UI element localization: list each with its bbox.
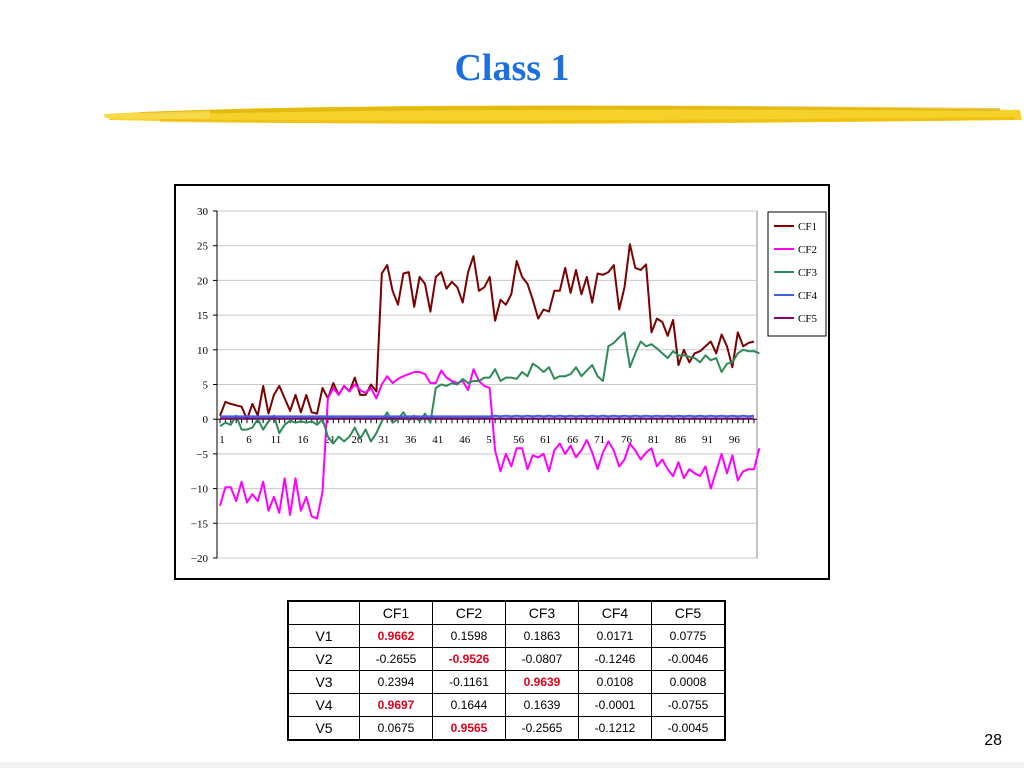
table-cell-highlighted: 0.9639 xyxy=(505,670,579,694)
legend-label: CF3 xyxy=(798,267,817,279)
y-tick-label: 25 xyxy=(197,241,209,253)
table-cell: -0.0046 xyxy=(651,647,726,671)
column-header: CF5 xyxy=(651,600,726,625)
table-row: V4 0.9697 0.1644 0.1639 -0.0001 -0.0755 xyxy=(287,693,726,717)
footer-bar xyxy=(0,762,1024,768)
column-header: CF3 xyxy=(505,600,579,625)
row-header: V1 xyxy=(287,624,360,648)
table-cell: 0.0008 xyxy=(651,670,726,694)
y-tick-label: 10 xyxy=(197,345,209,357)
x-tick-label: 66 xyxy=(567,434,579,446)
highlighter-brush-decoration xyxy=(104,105,1022,124)
legend-label: CF4 xyxy=(798,290,817,302)
y-tick-label: 5 xyxy=(203,380,209,392)
table-cell: -0.2655 xyxy=(359,647,433,671)
x-tick-label: 96 xyxy=(729,434,741,446)
table-cell: -0.1212 xyxy=(578,716,652,741)
y-tick-label: −20 xyxy=(191,553,209,565)
table-row: V1 0.9662 0.1598 0.1863 0.0171 0.0775 xyxy=(287,624,726,648)
table-cell: 0.1863 xyxy=(505,624,579,648)
legend-label: CF2 xyxy=(798,244,817,256)
table-cell: 0.1644 xyxy=(432,693,506,717)
table-cell: -0.0755 xyxy=(651,693,726,717)
table-cell: -0.0045 xyxy=(651,716,726,741)
x-tick-label: 16 xyxy=(297,434,309,446)
table-cell: -0.1161 xyxy=(432,670,506,694)
column-header: CF2 xyxy=(432,600,506,625)
table-cell: -0.2565 xyxy=(505,716,579,741)
table-cell-highlighted: 0.9565 xyxy=(432,716,506,741)
y-tick-label: −5 xyxy=(196,449,208,461)
x-tick-label: 56 xyxy=(513,434,525,446)
x-tick-label: 11 xyxy=(271,434,282,446)
x-tick-label: 1 xyxy=(219,434,225,446)
x-tick-label: 91 xyxy=(702,434,713,446)
table-row: V2 -0.2655 -0.9526 -0.0807 -0.1246 -0.00… xyxy=(287,647,726,671)
series-line-cf4 xyxy=(220,414,755,418)
x-tick-label: 76 xyxy=(621,434,633,446)
x-tick-label: 51 xyxy=(486,434,497,446)
series-line-cf2 xyxy=(219,368,761,520)
row-header: V3 xyxy=(287,670,360,694)
y-tick-label: 20 xyxy=(197,275,209,287)
table-row: V5 0.0675 0.9565 -0.2565 -0.1212 -0.0045 xyxy=(287,716,726,741)
row-header: V5 xyxy=(287,716,360,741)
table-cell: -0.1246 xyxy=(578,647,652,671)
page-number: 28 xyxy=(984,732,1002,749)
chart-frame: 30 25 20 15 10 5 0 −5 −10 −15 −20 1 6 11 16 21 26 31 36 41 4… xyxy=(174,184,830,580)
table-cell: 0.0171 xyxy=(578,624,652,648)
column-header: CF1 xyxy=(359,600,433,625)
legend-label: CF1 xyxy=(798,221,817,233)
table-cell: 0.0775 xyxy=(651,624,726,648)
series-line-cf3 xyxy=(219,331,760,445)
row-header: V4 xyxy=(287,693,360,717)
x-tick-label: 41 xyxy=(432,434,443,446)
table-cell: 0.2394 xyxy=(359,670,433,694)
x-tick-label: 46 xyxy=(459,434,471,446)
y-tick-label: 15 xyxy=(197,310,209,322)
table-cell: 0.1639 xyxy=(505,693,579,717)
x-tick-label: 6 xyxy=(246,434,252,446)
table-corner-cell xyxy=(287,600,360,625)
table-cell: 0.0108 xyxy=(578,670,652,694)
x-tick-label: 81 xyxy=(648,434,659,446)
table-cell: 0.1598 xyxy=(432,624,506,648)
table-header-row: CF1 CF2 CF3 CF4 CF5 xyxy=(287,600,726,625)
column-header: CF4 xyxy=(578,600,652,625)
row-header: V2 xyxy=(287,647,360,671)
table-row: V3 0.2394 -0.1161 0.9639 0.0108 0.0008 xyxy=(287,670,726,694)
legend-box xyxy=(767,211,827,337)
x-tick-label: 36 xyxy=(405,434,417,446)
x-tick-label: 86 xyxy=(675,434,687,446)
table-cell: -0.0001 xyxy=(578,693,652,717)
correlation-table: CF1 CF2 CF3 CF4 CF5 V1 0.9662 0.1598 0.1… xyxy=(287,600,726,741)
x-tick-label: 61 xyxy=(540,434,551,446)
series-line-cf1 xyxy=(219,243,755,421)
y-tick-label: −15 xyxy=(191,518,209,530)
table-cell: 0.0675 xyxy=(359,716,433,741)
table-cell-highlighted: 0.9662 xyxy=(359,624,433,648)
table-cell-highlighted: 0.9697 xyxy=(359,693,433,717)
y-tick-label: 30 xyxy=(197,206,209,218)
y-tick-label: 0 xyxy=(203,414,209,426)
x-tick-label: 71 xyxy=(594,434,605,446)
x-tick-label: 31 xyxy=(378,434,389,446)
table-cell: -0.0807 xyxy=(505,647,579,671)
legend-label: CF5 xyxy=(798,313,817,325)
y-tick-label: −10 xyxy=(191,484,209,496)
slide-title: Class 1 xyxy=(454,47,570,89)
x-tick-label: 26 xyxy=(351,434,363,446)
table-cell-highlighted: -0.9526 xyxy=(432,647,506,671)
